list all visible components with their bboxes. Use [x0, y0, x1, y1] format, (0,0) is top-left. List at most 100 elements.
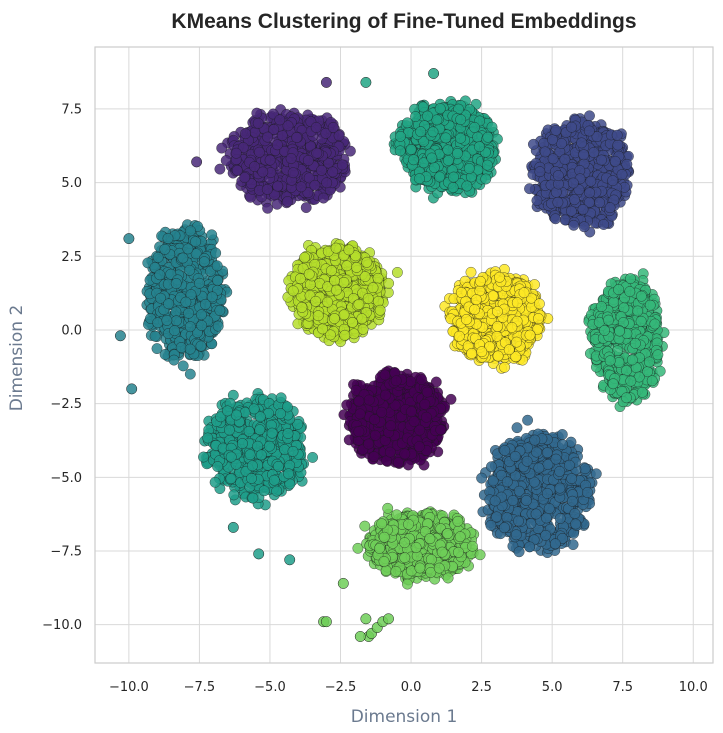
cluster-0	[338, 365, 457, 471]
point	[225, 451, 237, 463]
point	[353, 395, 365, 407]
point	[609, 155, 621, 167]
point	[552, 196, 564, 208]
point	[263, 440, 275, 452]
point	[550, 213, 561, 225]
point	[598, 219, 610, 230]
cluster-5	[198, 388, 319, 511]
point	[607, 175, 619, 187]
point	[376, 406, 388, 418]
point	[594, 197, 606, 209]
point	[384, 446, 396, 458]
point	[596, 154, 607, 166]
point	[530, 508, 542, 520]
point	[291, 132, 303, 143]
point	[565, 205, 577, 217]
point	[190, 236, 202, 248]
point	[476, 472, 488, 484]
point	[577, 204, 589, 215]
point	[309, 179, 321, 191]
point	[318, 192, 329, 204]
point	[392, 457, 404, 469]
point	[527, 138, 539, 150]
point	[149, 330, 161, 342]
point	[445, 393, 457, 405]
point	[258, 485, 270, 497]
point	[405, 143, 417, 155]
point	[524, 541, 536, 553]
point	[447, 182, 459, 193]
point	[547, 134, 558, 146]
point	[511, 422, 523, 434]
point	[300, 202, 312, 214]
point	[414, 424, 426, 436]
point	[271, 485, 283, 497]
point	[262, 202, 274, 214]
point	[271, 198, 283, 210]
point	[489, 495, 501, 507]
point	[159, 243, 171, 255]
point	[184, 368, 196, 380]
point	[431, 114, 443, 126]
point	[520, 495, 532, 506]
point	[214, 305, 226, 316]
point	[569, 508, 581, 520]
point	[283, 468, 294, 480]
point	[194, 277, 205, 289]
point	[327, 166, 339, 178]
point	[177, 252, 189, 264]
point	[195, 340, 207, 352]
point	[354, 408, 366, 420]
point	[440, 132, 452, 144]
point	[543, 503, 555, 515]
point	[216, 142, 228, 154]
point	[420, 411, 432, 423]
point	[473, 141, 485, 153]
point	[199, 298, 211, 310]
point	[369, 429, 381, 441]
point	[175, 342, 187, 353]
point	[557, 439, 569, 451]
point	[274, 114, 286, 126]
point	[161, 314, 173, 326]
point	[415, 126, 427, 138]
point	[568, 194, 580, 206]
point	[417, 101, 429, 113]
point	[210, 247, 222, 259]
point	[152, 251, 164, 263]
point	[231, 165, 243, 176]
point	[554, 513, 566, 524]
cluster-4	[141, 219, 233, 380]
point	[177, 360, 189, 372]
point	[534, 166, 546, 178]
point	[327, 122, 339, 133]
point	[499, 445, 511, 456]
point	[316, 164, 328, 176]
point	[406, 406, 417, 418]
point	[563, 459, 575, 471]
point	[402, 459, 414, 471]
cluster-6	[388, 95, 503, 204]
point	[559, 153, 571, 165]
point	[196, 320, 208, 331]
point	[521, 455, 533, 467]
point	[198, 256, 210, 268]
chart-title: KMeans Clustering of Fine-Tuned Embeddin…	[171, 10, 636, 33]
point	[261, 183, 273, 195]
point	[486, 121, 498, 133]
point	[588, 147, 600, 158]
point	[621, 158, 633, 170]
point	[576, 137, 588, 149]
point	[353, 426, 365, 438]
point	[507, 495, 519, 507]
point	[272, 180, 284, 192]
point	[255, 449, 267, 461]
point	[252, 117, 264, 129]
point	[430, 376, 442, 388]
point	[552, 170, 564, 182]
point	[295, 181, 307, 193]
point	[240, 128, 251, 140]
point	[394, 145, 406, 157]
point	[413, 441, 425, 453]
point	[246, 460, 258, 472]
